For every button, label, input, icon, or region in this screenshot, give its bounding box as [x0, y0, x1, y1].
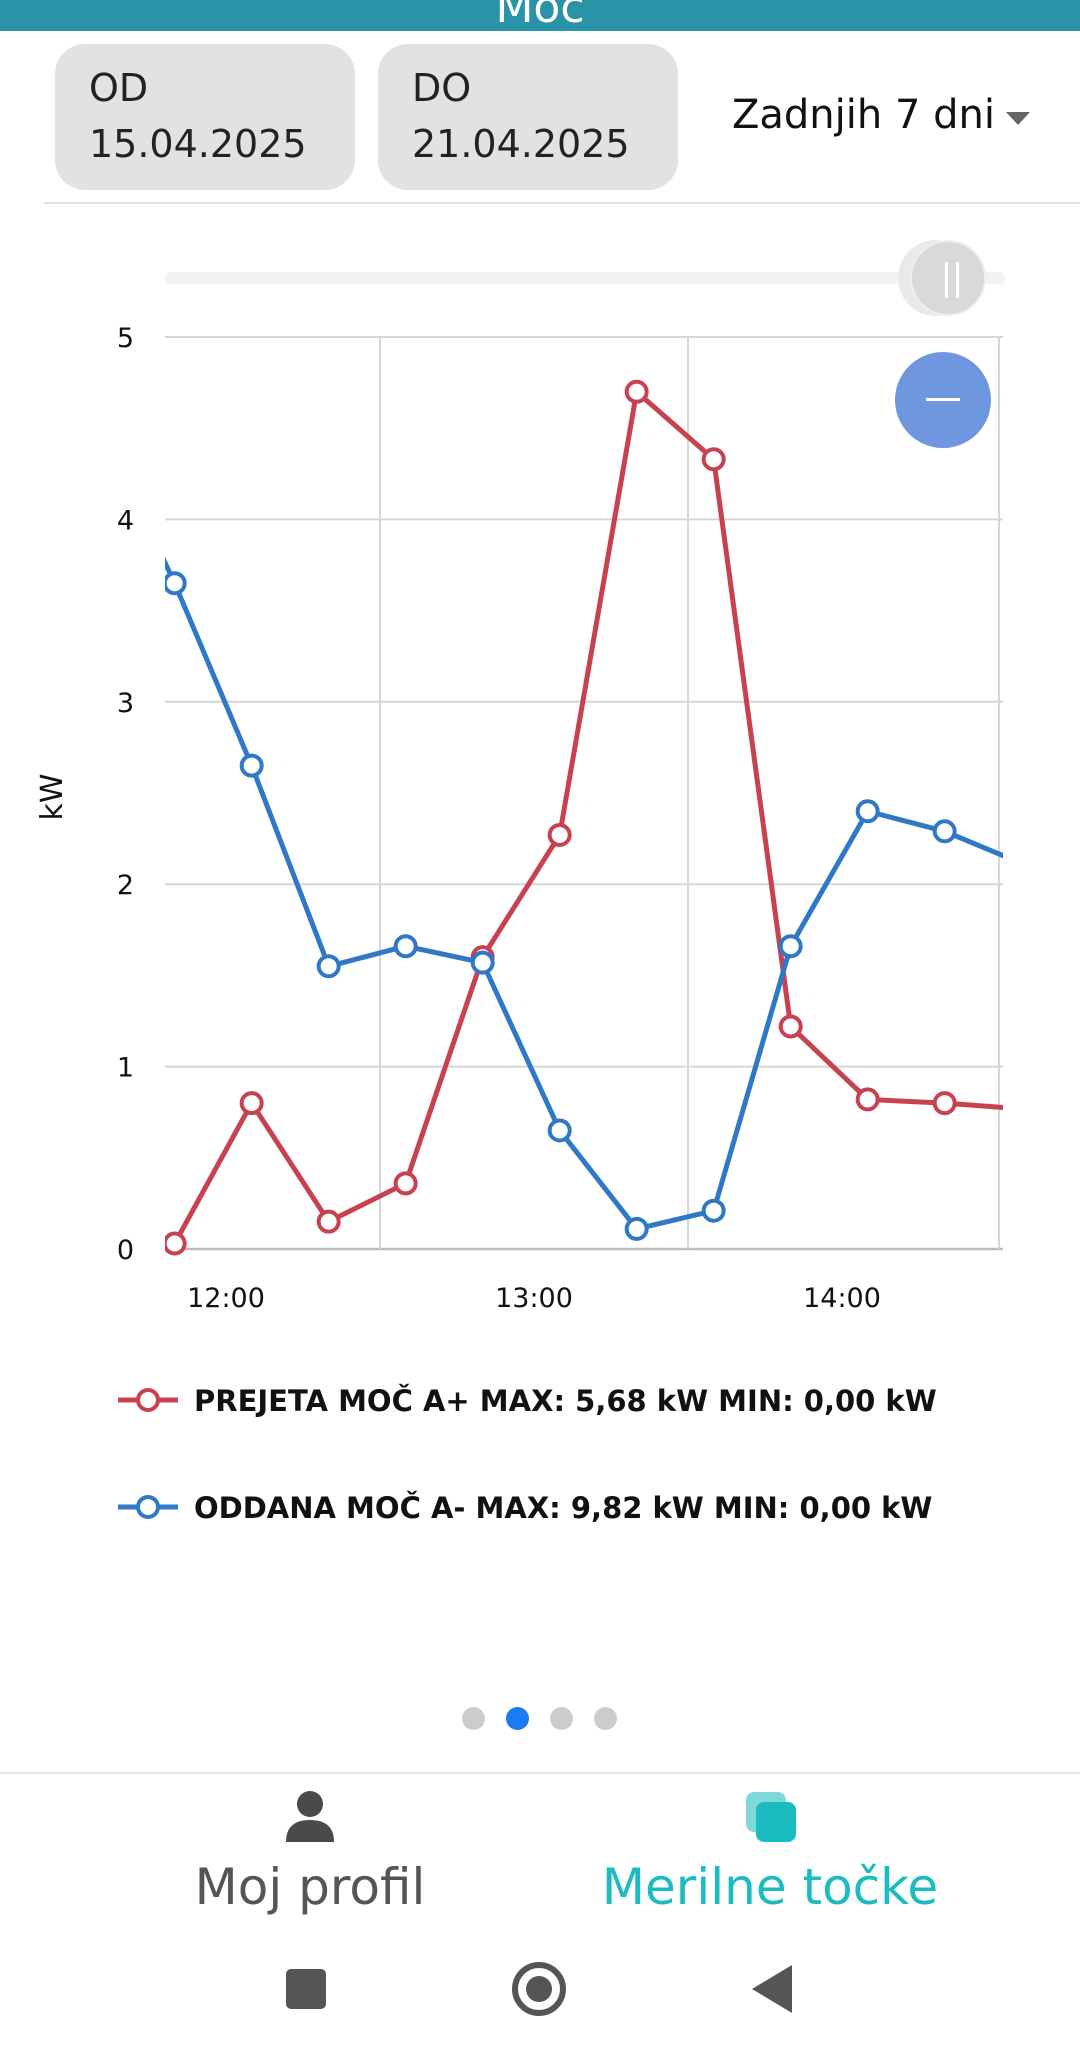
data-point	[624, 1216, 649, 1241]
filter-divider	[44, 202, 1080, 204]
data-point	[165, 1231, 187, 1256]
data-point	[701, 447, 726, 472]
page-title: Moč	[495, 0, 585, 31]
date-from-button[interactable]: OD 15.04.2025	[55, 44, 355, 190]
zoom-out-button[interactable]	[895, 352, 991, 448]
back-triangle-icon[interactable]	[752, 1965, 792, 2013]
person-icon	[286, 1791, 334, 1842]
data-point	[701, 1198, 726, 1223]
x-tick-label: 14:00	[803, 1283, 881, 1314]
date-from-label: OD	[89, 66, 149, 110]
y-axis-ticks: 0 1 2 3 4 5	[117, 323, 134, 1266]
data-point	[624, 379, 649, 404]
y-axis-label: kW	[35, 773, 70, 820]
data-point	[778, 1014, 803, 1039]
legend-label-delivered: ODDANA MOČ A- MAX: 9,82 kW MIN: 0,00 kW	[194, 1491, 933, 1525]
y-tick-label: 2	[117, 870, 134, 901]
legend-swatch-received	[118, 1388, 178, 1412]
data-point	[778, 934, 803, 959]
y-tick-label: 4	[117, 505, 134, 536]
data-point	[239, 753, 264, 778]
data-point	[855, 1087, 880, 1112]
data-point	[393, 934, 418, 959]
x-tick-label: 13:00	[495, 1283, 573, 1314]
data-point	[393, 1171, 418, 1196]
y-tick-label: 1	[117, 1053, 134, 1084]
minus-icon	[926, 398, 960, 401]
home-circle-icon[interactable]	[511, 1961, 567, 2017]
legend-swatch-delivered	[118, 1495, 178, 1519]
nav-label-my-profile: Moj profil	[194, 1858, 426, 1916]
data-point	[470, 950, 495, 975]
y-tick-label: 5	[117, 323, 134, 354]
data-point	[239, 1091, 264, 1116]
power-line-chart: 0 1 2 3 4 5 12:00 13:00 14:00 kW	[35, 323, 1003, 1314]
page-dot[interactable]	[594, 1707, 617, 1730]
app-header: Moč	[0, 0, 1080, 31]
nav-my-profile[interactable]: Moj profil	[40, 1790, 580, 1920]
nav-meter-points[interactable]: Merilne točke	[500, 1790, 1040, 1920]
chevron-down-icon[interactable]	[1006, 112, 1030, 125]
page-dot[interactable]	[550, 1707, 573, 1730]
recents-square-icon[interactable]	[286, 1969, 326, 2009]
chart-grid	[165, 336, 1003, 1251]
data-point	[547, 1118, 572, 1143]
range-dropdown[interactable]: Zadnjih 7 dni	[732, 92, 995, 138]
chart-series	[165, 379, 1003, 1256]
data-point	[316, 1209, 341, 1234]
meter-points-icon	[746, 1792, 796, 1842]
bottom-nav-divider	[0, 1772, 1080, 1774]
data-point	[547, 822, 572, 847]
chart-range-slider-handle[interactable]	[898, 240, 988, 316]
data-point	[932, 1091, 957, 1116]
data-point	[165, 571, 187, 596]
date-to-label: DO	[412, 66, 472, 110]
date-to-value: 21.04.2025	[412, 122, 630, 166]
page-indicator	[462, 1707, 622, 1731]
x-tick-label: 12:00	[187, 1283, 265, 1314]
system-navigation-bar	[0, 1940, 1080, 2058]
date-from-value: 15.04.2025	[89, 122, 307, 166]
x-axis-ticks: 12:00 13:00 14:00	[187, 1283, 881, 1314]
legend-label-received: PREJETA MOČ A+ MAX: 5,68 kW MIN: 0,00 kW	[194, 1384, 937, 1418]
data-point	[932, 819, 957, 844]
series-1	[165, 556, 1003, 1241]
y-tick-label: 3	[117, 688, 134, 719]
nav-label-meter-points: Merilne točke	[601, 1858, 939, 1916]
y-tick-label: 0	[117, 1235, 134, 1266]
data-point	[855, 799, 880, 824]
date-to-button[interactable]: DO 21.04.2025	[378, 44, 678, 190]
page-dot[interactable]	[462, 1707, 485, 1730]
data-point	[316, 954, 341, 979]
chart-range-slider-track[interactable]	[165, 272, 1005, 284]
page-dot-active[interactable]	[506, 1707, 529, 1730]
